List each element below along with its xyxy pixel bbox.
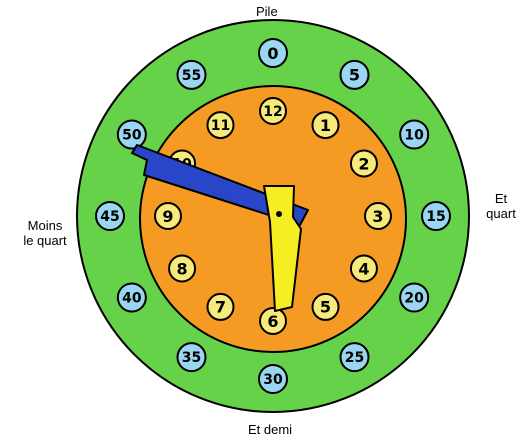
- minute-mark-40-label: 40: [122, 291, 142, 307]
- minute-mark-20-label: 20: [404, 291, 424, 307]
- minute-mark-35: 35: [176, 342, 207, 373]
- hour-mark-12-label: 12: [263, 104, 282, 120]
- minute-mark-35-label: 35: [182, 350, 201, 366]
- minute-mark-5-label: 5: [349, 66, 360, 85]
- minute-mark-40-circle: [116, 282, 147, 313]
- hour-mark-2-circle: [349, 149, 378, 178]
- label-left-line1: Moins: [27, 218, 63, 233]
- hour-mark-7-label: 7: [215, 298, 226, 317]
- minute-mark-40: 40: [116, 282, 147, 313]
- hour-badges: 121234567891011: [154, 97, 392, 335]
- hour-mark-1-label: 1: [320, 116, 331, 135]
- minute-mark-10: 10: [399, 119, 430, 150]
- minute-mark-15: 15: [421, 201, 451, 231]
- hour-hand: [263, 185, 302, 312]
- minute-mark-55-label: 55: [182, 68, 201, 84]
- label-right-line2: quart: [486, 206, 516, 221]
- hour-mark-7-circle: [206, 292, 235, 321]
- hour-mark-6: 6: [259, 307, 287, 335]
- minute-mark-0-label: 0: [267, 44, 278, 63]
- hour-mark-11-circle: [206, 111, 235, 140]
- hour-mark-6-label: 6: [267, 312, 278, 331]
- minute-mark-10-circle: [399, 119, 430, 150]
- minute-mark-50-label: 50: [122, 128, 142, 144]
- minute-mark-5-circle: [339, 59, 370, 90]
- minute-mark-15-label: 15: [426, 209, 445, 225]
- label-bottom: Et demi: [248, 422, 293, 437]
- label-left-line2: le quart: [23, 233, 67, 248]
- minute-mark-0: 0: [258, 38, 288, 68]
- minute-mark-30-circle: [258, 364, 288, 394]
- hour-mark-4-circle: [349, 254, 378, 283]
- hour-mark-1: 1: [311, 111, 340, 140]
- hour-mark-3: 3: [364, 202, 392, 230]
- minute-hand: [131, 144, 309, 226]
- hour-mark-3-circle: [364, 202, 392, 230]
- hour-mark-8: 8: [168, 254, 197, 283]
- minute-mark-15-circle: [421, 201, 451, 231]
- hour-mark-5-circle: [311, 292, 340, 321]
- minute-mark-45-label: 45: [100, 209, 119, 225]
- hour-mark-8-circle: [168, 254, 197, 283]
- minute-mark-0-circle: [258, 38, 288, 68]
- minute-mark-25: 25: [339, 342, 370, 373]
- minute-mark-50-circle: [116, 119, 147, 150]
- hour-mark-12-circle: [259, 97, 287, 125]
- minute-mark-55-circle: [176, 59, 207, 90]
- hour-mark-5-label: 5: [320, 298, 331, 317]
- minute-mark-50: 50: [116, 119, 147, 150]
- hour-mark-2: 2: [349, 149, 378, 178]
- minute-mark-45-circle: [95, 201, 125, 231]
- hour-mark-1-circle: [311, 111, 340, 140]
- hour-mark-8-label: 8: [176, 259, 187, 278]
- minute-mark-20: 20: [399, 282, 430, 313]
- minute-mark-35-circle: [176, 342, 207, 373]
- label-top: Pile: [256, 4, 278, 19]
- hour-mark-11-label: 11: [211, 118, 230, 134]
- hour-mark-2-label: 2: [358, 154, 369, 173]
- label-right: Et quart: [481, 191, 521, 221]
- hour-mark-5: 5: [311, 292, 340, 321]
- minute-mark-45: 45: [95, 201, 125, 231]
- hour-mark-4: 4: [349, 254, 378, 283]
- minute-mark-55: 55: [176, 59, 207, 90]
- minute-mark-25-label: 25: [345, 350, 364, 366]
- hour-mark-6-circle: [259, 307, 287, 335]
- hour-mark-3-label: 3: [372, 207, 383, 226]
- hand-pivot: [276, 211, 282, 217]
- minute-mark-30-label: 30: [263, 372, 283, 388]
- minute-mark-10-label: 10: [404, 128, 424, 144]
- hour-mark-4-label: 4: [358, 259, 369, 278]
- label-right-line1: Et: [494, 191, 508, 206]
- hour-mark-9: 9: [154, 202, 182, 230]
- hour-mark-12: 12: [259, 97, 287, 125]
- minute-mark-5: 5: [339, 59, 370, 90]
- minute-mark-20-circle: [399, 282, 430, 313]
- minute-mark-30: 30: [258, 364, 288, 394]
- minute-mark-25-circle: [339, 342, 370, 373]
- label-left: Moins le quart: [14, 218, 76, 248]
- hour-mark-9-label: 9: [162, 207, 173, 226]
- hour-mark-7: 7: [206, 292, 235, 321]
- hour-mark-9-circle: [154, 202, 182, 230]
- hour-mark-11: 11: [206, 111, 235, 140]
